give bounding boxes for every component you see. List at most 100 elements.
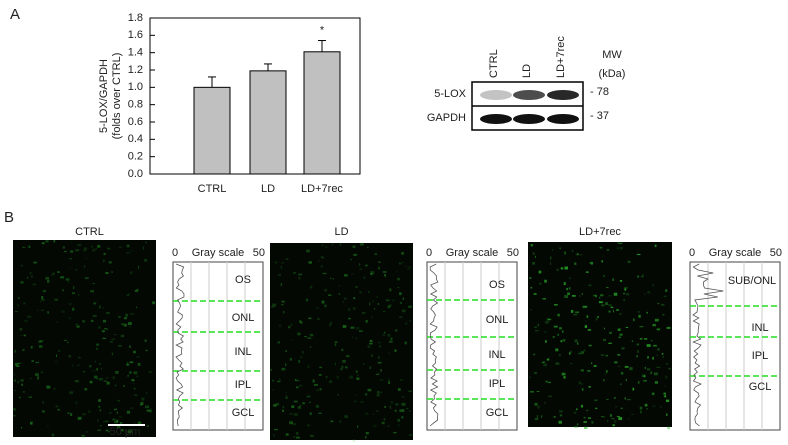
fluorescence: [275, 402, 280, 406]
fluorescence: [364, 435, 367, 439]
fluorescence: [533, 326, 537, 328]
fluorescence: [399, 301, 403, 305]
fluorescence: [376, 296, 378, 298]
fluorescence: [408, 305, 412, 308]
x-tick-label: LD: [261, 183, 275, 195]
fluorescence: [315, 388, 319, 392]
fluorescence: [655, 318, 659, 322]
fluorescence: [591, 421, 594, 424]
fluorescence: [394, 409, 397, 412]
fluorescence: [570, 309, 574, 313]
fluorescence: [597, 316, 599, 318]
fluorescence: [130, 271, 133, 275]
fluorescence: [404, 341, 407, 345]
fluorescence: [298, 406, 301, 408]
fluorescence: [281, 303, 284, 306]
fluorescence: [553, 304, 558, 306]
fluorescence: [67, 412, 70, 415]
fluorescence: [116, 411, 119, 414]
fluorescence: [312, 379, 315, 383]
fluorescence: [553, 416, 556, 418]
fluorescence: [29, 377, 33, 379]
fluorescence: [401, 252, 405, 255]
fluorescence: [42, 289, 46, 293]
fluorescence: [355, 286, 358, 288]
fluorescence: [69, 266, 71, 269]
fluorescence: [127, 293, 131, 295]
fluorescence: [298, 273, 303, 276]
fluorescence: [69, 250, 74, 253]
fluorescence: [30, 422, 32, 425]
fluorescence: [564, 266, 569, 270]
fluorescence: [636, 343, 639, 346]
micrograph: [270, 243, 413, 440]
fluorescence: [107, 247, 111, 250]
fluorescence: [54, 298, 59, 301]
fluorescence: [95, 247, 97, 250]
fluorescence: [623, 286, 628, 289]
fluorescence: [294, 378, 297, 382]
fluorescence: [40, 300, 42, 303]
fluorescence: [389, 407, 392, 409]
fluorescence: [279, 378, 281, 381]
fluorescence: [337, 394, 339, 396]
profile-trace: [175, 263, 185, 427]
fluorescence: [14, 349, 16, 353]
fluorescence: [105, 327, 109, 331]
blot-band: [480, 90, 512, 100]
fluorescence: [614, 361, 618, 364]
fluorescence: [351, 273, 354, 275]
fluorescence: [357, 425, 359, 428]
mw-title: MW: [602, 49, 622, 61]
fluorescence: [272, 389, 275, 391]
fluorescence: [318, 259, 320, 262]
fluorescence: [654, 381, 658, 384]
fluorescence: [536, 405, 541, 409]
fluorescence: [532, 353, 536, 356]
fluorescence: [40, 340, 44, 342]
fluorescence: [78, 294, 80, 296]
fluorescence: [389, 405, 391, 408]
fluorescence: [668, 367, 671, 370]
fluorescence: [62, 289, 65, 292]
fluorescence: [310, 285, 313, 289]
fluorescence: [351, 336, 354, 338]
fluorescence: [293, 400, 298, 403]
fluorescence: [374, 253, 377, 256]
fluorescence: [582, 305, 584, 309]
fluorescence: [650, 371, 653, 375]
fluorescence: [665, 399, 670, 402]
fluorescence: [130, 313, 133, 315]
fluorescence: [396, 270, 398, 273]
fluorescence: [637, 380, 640, 384]
fluorescence: [85, 431, 89, 433]
fluorescence: [612, 309, 614, 313]
fluorescence: [123, 323, 127, 327]
fluorescence: [307, 365, 310, 368]
fluorescence: [307, 424, 310, 427]
fluorescence: [134, 289, 138, 292]
fluorescence: [54, 360, 58, 363]
fluorescence: [555, 348, 559, 352]
fluorescence: [272, 303, 277, 307]
fluorescence: [387, 333, 391, 337]
fluorescence: [84, 265, 86, 268]
fluorescence: [664, 385, 666, 388]
fluorescence: [370, 273, 373, 276]
fluorescence: [62, 246, 65, 249]
fluorescence: [644, 366, 646, 369]
fluorescence: [613, 397, 616, 399]
fluorescence: [370, 339, 373, 341]
fluorescence: [593, 294, 597, 297]
fluorescence: [377, 361, 382, 364]
fluorescence: [118, 416, 123, 418]
fluorescence: [91, 370, 96, 372]
fluorescence: [20, 426, 23, 429]
fluorescence: [47, 279, 50, 283]
fluorescence: [397, 423, 400, 427]
fluorescence: [302, 350, 304, 354]
fluorescence: [606, 398, 609, 400]
fluorescence: [84, 388, 88, 391]
fluorescence: [127, 430, 132, 434]
